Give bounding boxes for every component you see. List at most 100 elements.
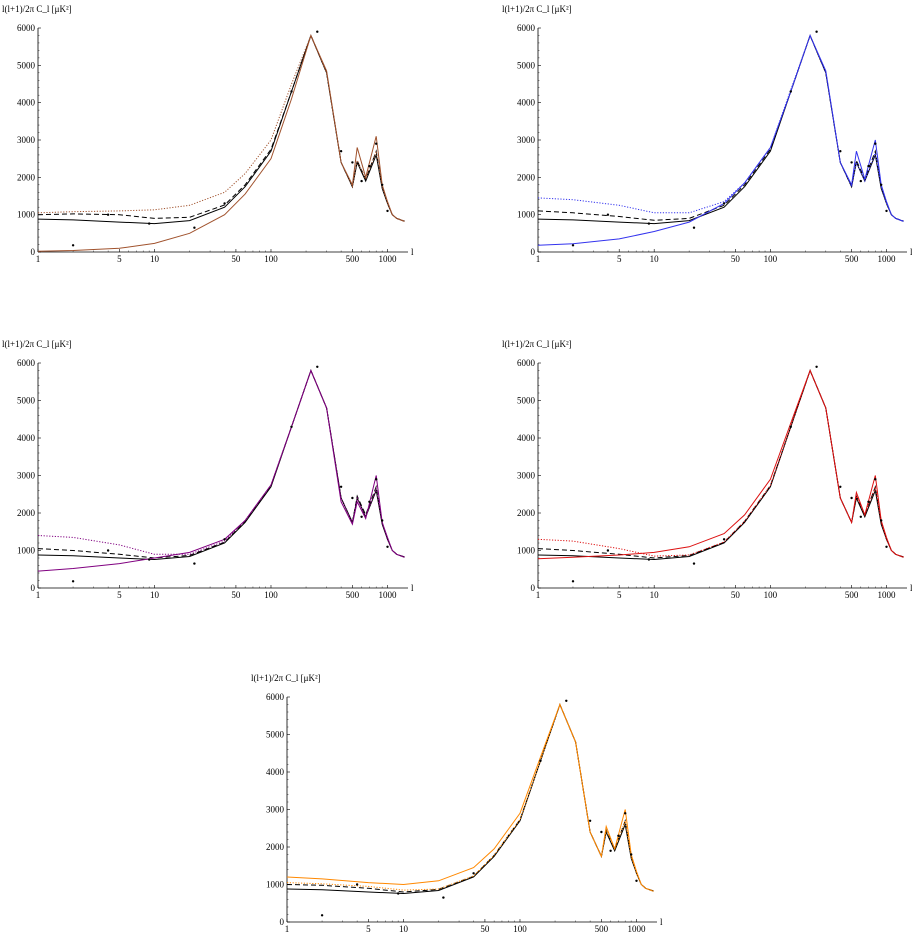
series-line-dotted-accent	[37, 369, 405, 558]
x-tick-label: 10	[150, 254, 160, 264]
y-tick-label: 5000	[17, 60, 36, 70]
y-tick-label: 3000	[17, 135, 36, 145]
x-tick-label: 500	[595, 924, 609, 934]
x-tick-label: 1	[36, 590, 41, 600]
x-tick-label: 100	[764, 254, 778, 264]
data-point	[692, 226, 696, 229]
data-point	[624, 812, 627, 815]
data-point	[368, 164, 371, 168]
series-line-solid-accent	[286, 703, 654, 892]
x-tick-label: 500	[346, 590, 360, 600]
x-tick-label: 500	[845, 254, 859, 264]
y-tick-label: 3000	[266, 805, 285, 815]
series-line-dashed-black	[286, 703, 654, 893]
x-tick-label: 5	[117, 590, 122, 600]
data-point	[839, 485, 842, 488]
y-tick-label: 6000	[517, 358, 536, 368]
data-point	[839, 150, 842, 153]
data-point	[789, 425, 792, 428]
y-tick-label: 0	[531, 583, 536, 593]
data-point	[609, 849, 612, 852]
chart-panel-middle-left: l(l+1)/2π C_l [μK²] 0 1000 2000 3000 4000 5000…	[2, 339, 414, 600]
data-point	[600, 830, 603, 834]
y-tick-label: 2000	[266, 842, 285, 852]
x-tick-label: 10	[650, 254, 660, 264]
data-point	[722, 202, 726, 205]
x-tick-label: 5	[366, 924, 371, 934]
series-line-dotted-accent	[537, 34, 904, 222]
x-axis-end-label: l	[910, 247, 912, 257]
series-line-solid-accent	[37, 369, 405, 572]
data-point	[223, 202, 226, 205]
series-line-dashed-black	[537, 34, 904, 222]
data-point	[148, 222, 151, 225]
x-tick-label: 1000	[878, 590, 897, 600]
y-tick-label: 2000	[17, 508, 36, 518]
y-tick-label: 5000	[17, 396, 36, 406]
x-tick-label: 100	[264, 590, 278, 600]
data-point	[339, 150, 343, 153]
y-axis-label: l(l+1)/2π C_l [μK²]	[251, 673, 321, 683]
y-tick-label: 0	[531, 247, 536, 257]
series-line-solid-accent	[37, 34, 405, 252]
data-point	[539, 759, 542, 762]
x-axis-end-label: l	[411, 583, 414, 593]
data-point	[442, 896, 445, 899]
y-tick-label: 4000	[517, 433, 536, 443]
data-point	[859, 515, 862, 518]
data-point	[606, 549, 610, 552]
x-tick-label: 10	[150, 590, 160, 600]
x-tick-label: 50	[731, 254, 741, 264]
data-point	[375, 478, 378, 481]
data-point	[351, 496, 354, 500]
series-line-solid-black	[537, 369, 904, 561]
data-point	[647, 558, 651, 561]
data-point	[859, 179, 862, 183]
chart-panel-bottom-center: l(l+1)/2π C_l [μK²] 0 1000 2000 3000 4000 5000…	[251, 673, 663, 934]
data-point	[397, 892, 400, 895]
data-point	[386, 209, 389, 213]
series-line-dotted-accent	[37, 34, 405, 222]
data-point	[71, 244, 75, 247]
data-point	[193, 562, 196, 565]
x-axis-end-label: l	[660, 917, 663, 927]
data-point	[316, 365, 319, 368]
data-point	[320, 914, 324, 917]
data-point	[571, 580, 575, 583]
data-point	[789, 90, 792, 93]
y-tick-label: 4000	[17, 433, 36, 443]
x-tick-label: 1000	[627, 924, 646, 934]
x-tick-label: 5	[617, 254, 622, 264]
series-line-dotted-accent	[537, 369, 904, 558]
data-point	[106, 213, 110, 216]
data-point	[339, 485, 343, 488]
x-tick-label: 1000	[878, 254, 897, 264]
data-point	[874, 142, 877, 145]
data-point	[472, 872, 475, 875]
y-axis-label: l(l+1)/2π C_l [μK²]	[2, 4, 72, 14]
y-tick-label: 5000	[517, 396, 536, 406]
y-tick-label: 6000	[17, 23, 36, 33]
x-axis-end-label: l	[910, 583, 912, 593]
data-point	[368, 500, 371, 503]
y-tick-label: 6000	[517, 23, 536, 33]
data-point	[360, 515, 363, 518]
x-tick-label: 50	[731, 590, 741, 600]
series-line-solid-black	[37, 369, 405, 561]
x-axis-end-label: l	[411, 247, 414, 257]
data-point	[885, 545, 888, 548]
data-point	[874, 478, 877, 481]
data-point	[722, 538, 726, 541]
x-tick-label: 1000	[378, 590, 397, 600]
chart-panel-middle-right: l(l+1)/2π C_l [μK²] 0 1000 2000 3000 4000 5000…	[502, 339, 912, 600]
data-point	[290, 425, 293, 428]
data-point	[815, 30, 818, 33]
data-point	[635, 879, 638, 882]
x-tick-label: 100	[264, 254, 278, 264]
series-line-solid-black	[537, 34, 904, 225]
x-tick-label: 100	[764, 590, 778, 600]
data-point	[360, 179, 363, 183]
series-line-dotted-accent	[286, 703, 654, 892]
chart-panel-top-right: l(l+1)/2π C_l [μK²] 0 1000 2000 3000 4000 5000…	[502, 4, 912, 264]
x-tick-label: 50	[231, 590, 241, 600]
